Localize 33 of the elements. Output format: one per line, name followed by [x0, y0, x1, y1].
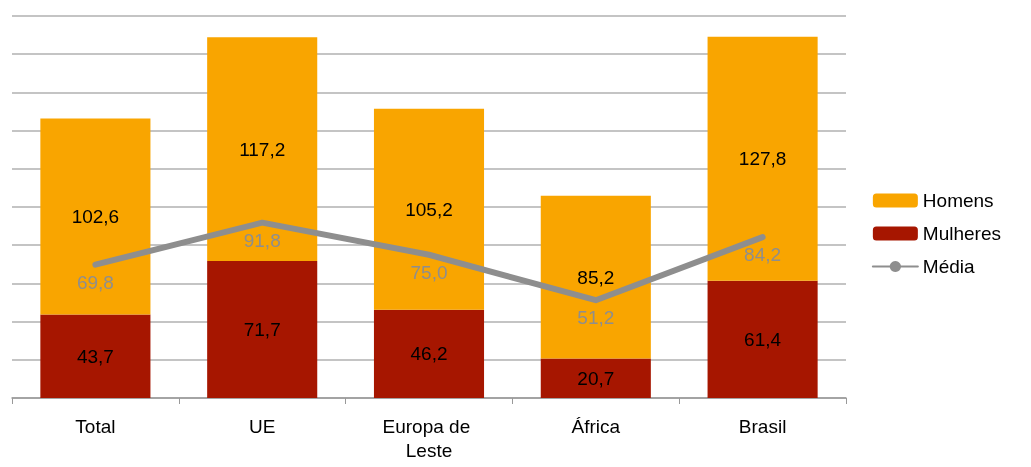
- bar: [40, 314, 151, 398]
- data-label: 71,7: [243, 319, 281, 341]
- x-tick-label: UE: [249, 415, 276, 437]
- bar: [373, 108, 485, 310]
- legend-label: Homens: [922, 190, 994, 211]
- data-label: 84,2: [744, 244, 782, 266]
- data-label: 43,7: [76, 345, 114, 367]
- x-tick-label: África: [571, 415, 621, 437]
- bar: [540, 358, 651, 398]
- bar: [40, 118, 151, 315]
- x-tick-label: Total: [75, 415, 116, 437]
- data-label: 127,8: [738, 148, 787, 170]
- bar: [707, 280, 818, 398]
- data-label: 69,8: [76, 271, 114, 293]
- bar: [373, 309, 485, 398]
- bar: [207, 261, 318, 398]
- data-label: 75,0: [410, 261, 448, 283]
- data-label: 85,2: [577, 266, 615, 288]
- x-tick-label: Brasil: [738, 415, 787, 437]
- data-label: 61,4: [744, 328, 782, 350]
- bar: [207, 37, 318, 262]
- data-label: 105,2: [405, 198, 453, 220]
- bar: [540, 195, 651, 359]
- legend-label: Mulheres: [922, 223, 1002, 244]
- legend-label: Média: [922, 256, 976, 277]
- data-label: 20,7: [577, 367, 615, 389]
- bar: [707, 36, 818, 281]
- data-label: 102,6: [71, 206, 120, 228]
- x-tick-label: Europa de Leste: [382, 415, 476, 461]
- data-label: 51,2: [577, 307, 615, 329]
- data-label: 46,2: [410, 343, 448, 365]
- data-label: 117,2: [239, 138, 286, 160]
- data-label: 91,8: [243, 229, 281, 251]
